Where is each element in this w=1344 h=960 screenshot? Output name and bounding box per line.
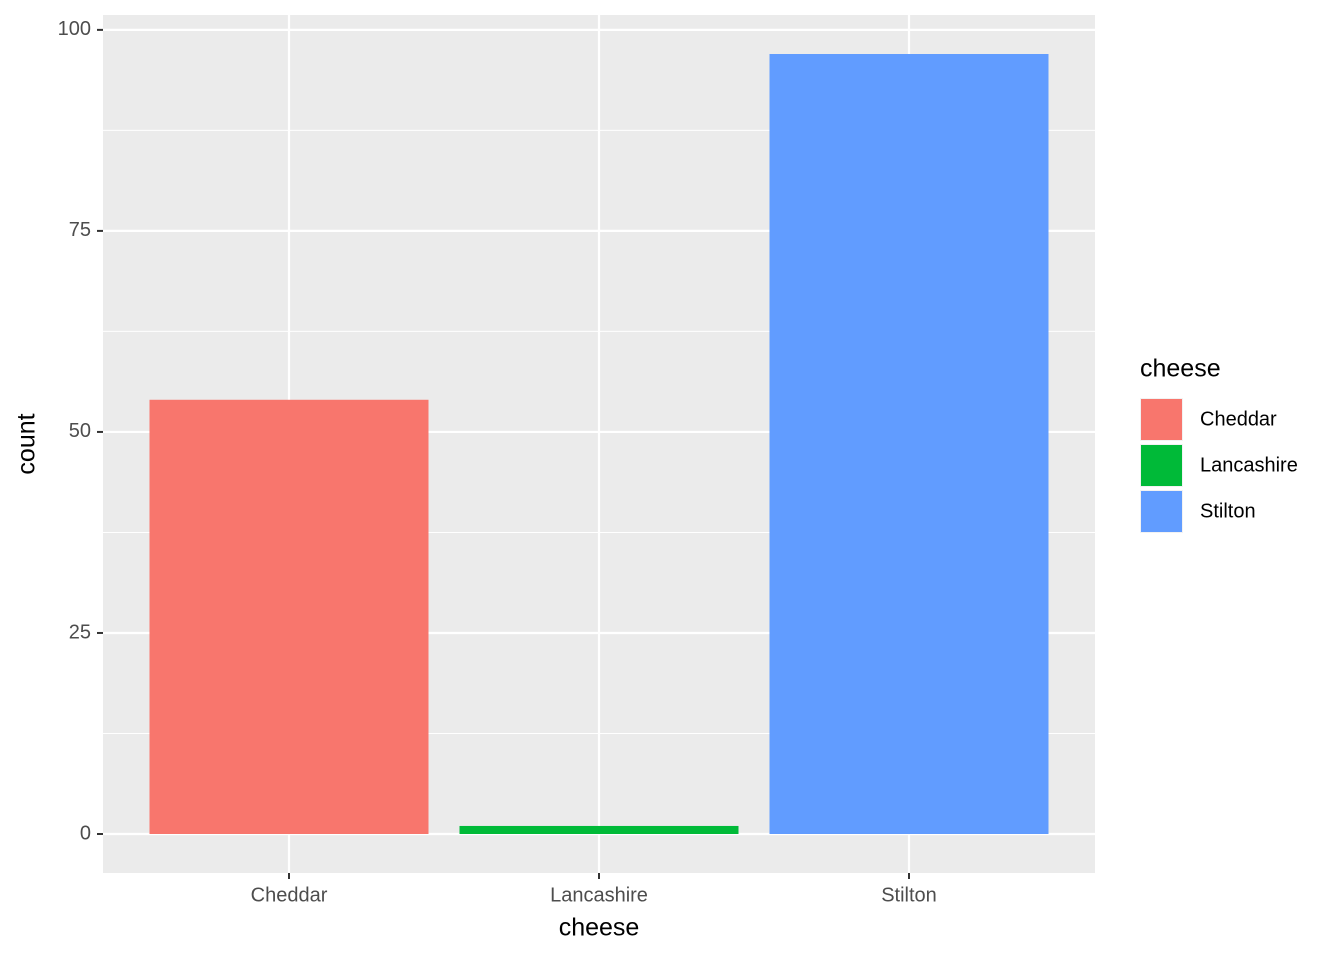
y-tick-label: 0	[80, 822, 91, 844]
legend-swatch	[1141, 445, 1182, 486]
legend-label: Lancashire	[1200, 454, 1298, 476]
y-tick-label: 75	[69, 219, 91, 241]
bar	[769, 54, 1049, 834]
x-tick-label: Cheddar	[251, 884, 328, 906]
y-tick-label: 100	[58, 18, 91, 40]
y-tick-label: 50	[69, 420, 91, 442]
x-tick-label: Stilton	[881, 884, 937, 906]
x-tick-label: Lancashire	[550, 884, 648, 906]
y-tick-label: 25	[69, 621, 91, 643]
legend-swatch	[1141, 399, 1182, 440]
y-axis-title: count	[13, 413, 41, 474]
x-axis-title: cheese	[559, 914, 640, 942]
legend-label: Stilton	[1200, 500, 1256, 522]
legend-title: cheese	[1140, 355, 1221, 383]
bar	[149, 399, 429, 834]
bar	[459, 825, 739, 834]
legend-label: Cheddar	[1200, 408, 1277, 430]
legend-swatch	[1141, 491, 1182, 532]
